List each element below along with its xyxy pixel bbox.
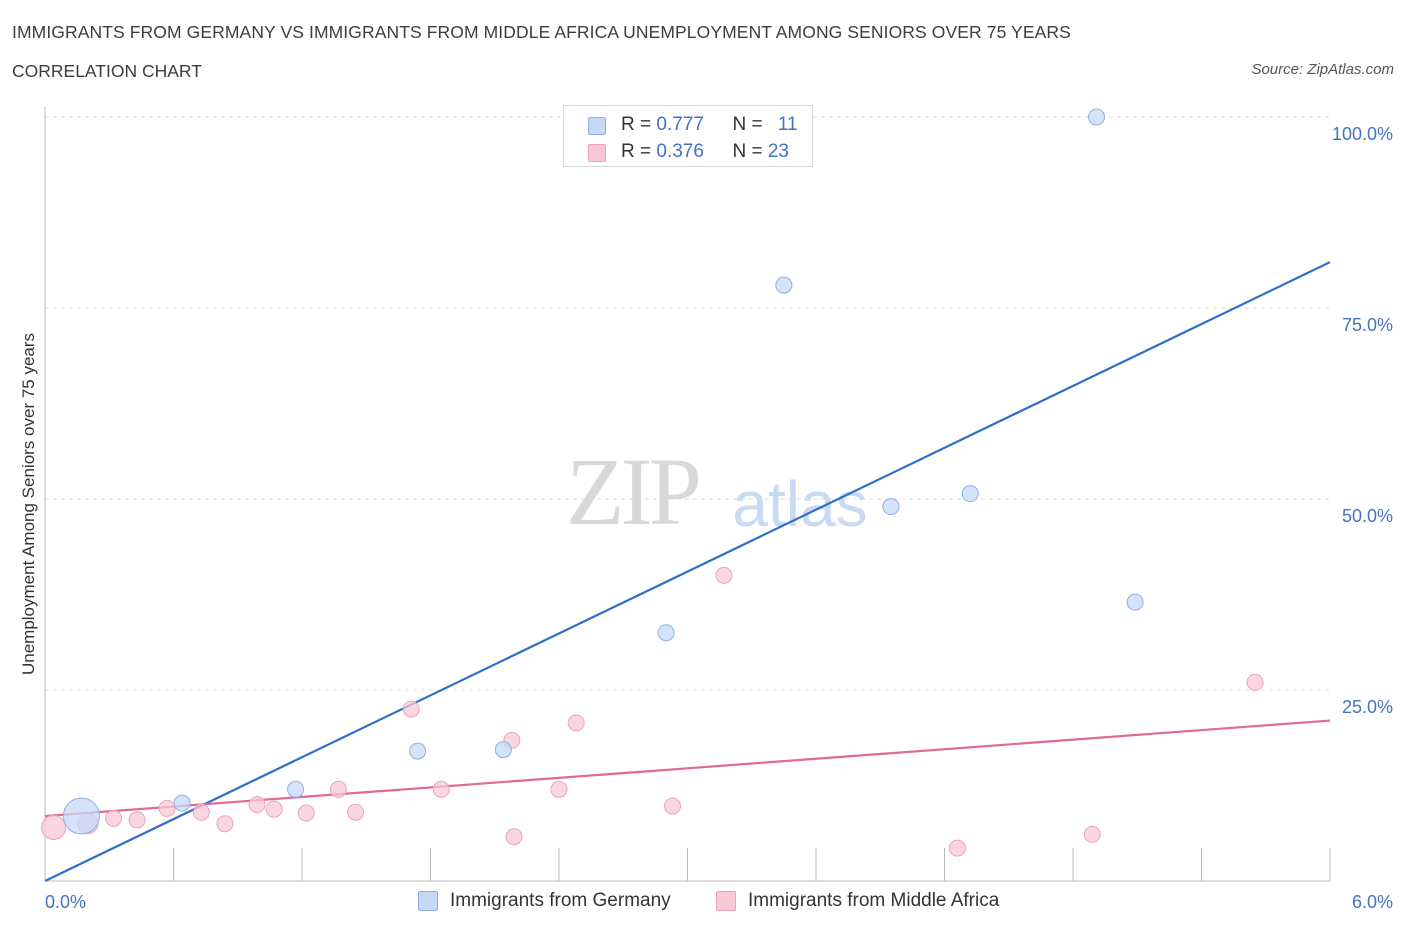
point-germany-10[interactable] [1126,593,1144,611]
point-africa-19[interactable] [715,566,733,584]
legend-swatch-germany [418,891,438,911]
point-africa-12[interactable] [402,700,420,718]
tick-labels: 25.0% 50.0% 75.0% 100.0% 0.0% 6.0% Unemploymen… [19,124,1393,912]
y-axis-label: Unemployment Among Seniors over 75 years [19,333,38,675]
chart-subtitle: CORRELATION CHART [12,61,202,81]
point-germany-4[interactable] [494,741,512,759]
germany-swatch [588,117,606,135]
y-tick-label-2: 75.0% [1342,315,1393,335]
watermark-zip: ZIP [566,438,699,545]
point-africa-10[interactable] [329,780,347,798]
point-africa-8[interactable] [265,800,283,818]
africa-n-label: N = [732,141,768,162]
y-tick-label-3: 100.0% [1332,124,1393,144]
point-africa-13[interactable] [432,780,450,798]
africa-r-label: R = [621,141,657,162]
source-label: Source: ZipAtlas.com [1251,61,1394,78]
chart-title: IMMIGRANTS FROM GERMANY VS IMMIGRANTS FR… [12,22,1071,42]
africa-n-value: 23 [767,141,789,162]
point-africa-17[interactable] [567,714,585,732]
point-africa-15[interactable] [505,828,523,846]
point-germany-7[interactable] [882,498,900,516]
point-africa-4[interactable] [158,799,176,817]
point-africa-5[interactable] [192,803,210,821]
point-africa-22[interactable] [1246,673,1264,691]
stats-legend: R = 0.777 N = 11 R = 0.376 N = 23 [563,105,813,167]
germany-r-value: 0.777 [656,114,704,135]
point-africa-0[interactable] [41,815,67,841]
y-tick-label-1: 50.0% [1342,506,1393,526]
point-africa-7[interactable] [248,796,266,814]
germany-n-label: N = [732,114,768,135]
germany-n-value: 11 [777,114,798,135]
point-africa-18[interactable] [664,797,682,815]
point-africa-2[interactable] [105,809,123,827]
point-germany-6[interactable] [775,276,793,294]
watermark-atlas: atlas [732,468,867,540]
germany-r-label: R = [621,114,657,135]
point-africa-21[interactable] [1083,825,1101,843]
trend-line-germany [44,261,1331,882]
point-germany-9[interactable] [1088,108,1106,126]
point-africa-3[interactable] [128,811,146,829]
point-germany-8[interactable] [961,485,979,503]
point-africa-16[interactable] [550,780,568,798]
point-germany-0[interactable] [62,797,100,835]
x-tick-label-1: 6.0% [1352,892,1393,912]
africa-swatch [588,144,606,162]
point-africa-9[interactable] [297,804,315,822]
trend-lines [44,261,1331,882]
legend-swatch-africa [716,891,736,911]
axes [44,107,1331,882]
series-legend: Immigrants from Germany Immigrants from … [0,888,1406,918]
point-germany-5[interactable] [657,624,675,642]
y-tick-label-0: 25.0% [1342,697,1393,717]
point-africa-20[interactable] [948,839,966,857]
zipatlas-watermark: ZIP atlas [566,438,868,545]
trend-line-africa [44,719,1331,818]
africa-r-value: 0.376 [656,141,704,162]
data-points [41,108,1264,857]
legend-label-germany: Immigrants from Germany [450,890,671,911]
point-germany-2[interactable] [287,780,305,798]
x-tick-label-0: 0.0% [45,892,86,912]
legend-label-africa: Immigrants from Middle Africa [748,890,1000,911]
point-germany-3[interactable] [409,742,427,760]
point-germany-1[interactable] [173,794,191,812]
point-africa-11[interactable] [347,803,365,821]
point-africa-6[interactable] [216,815,234,833]
